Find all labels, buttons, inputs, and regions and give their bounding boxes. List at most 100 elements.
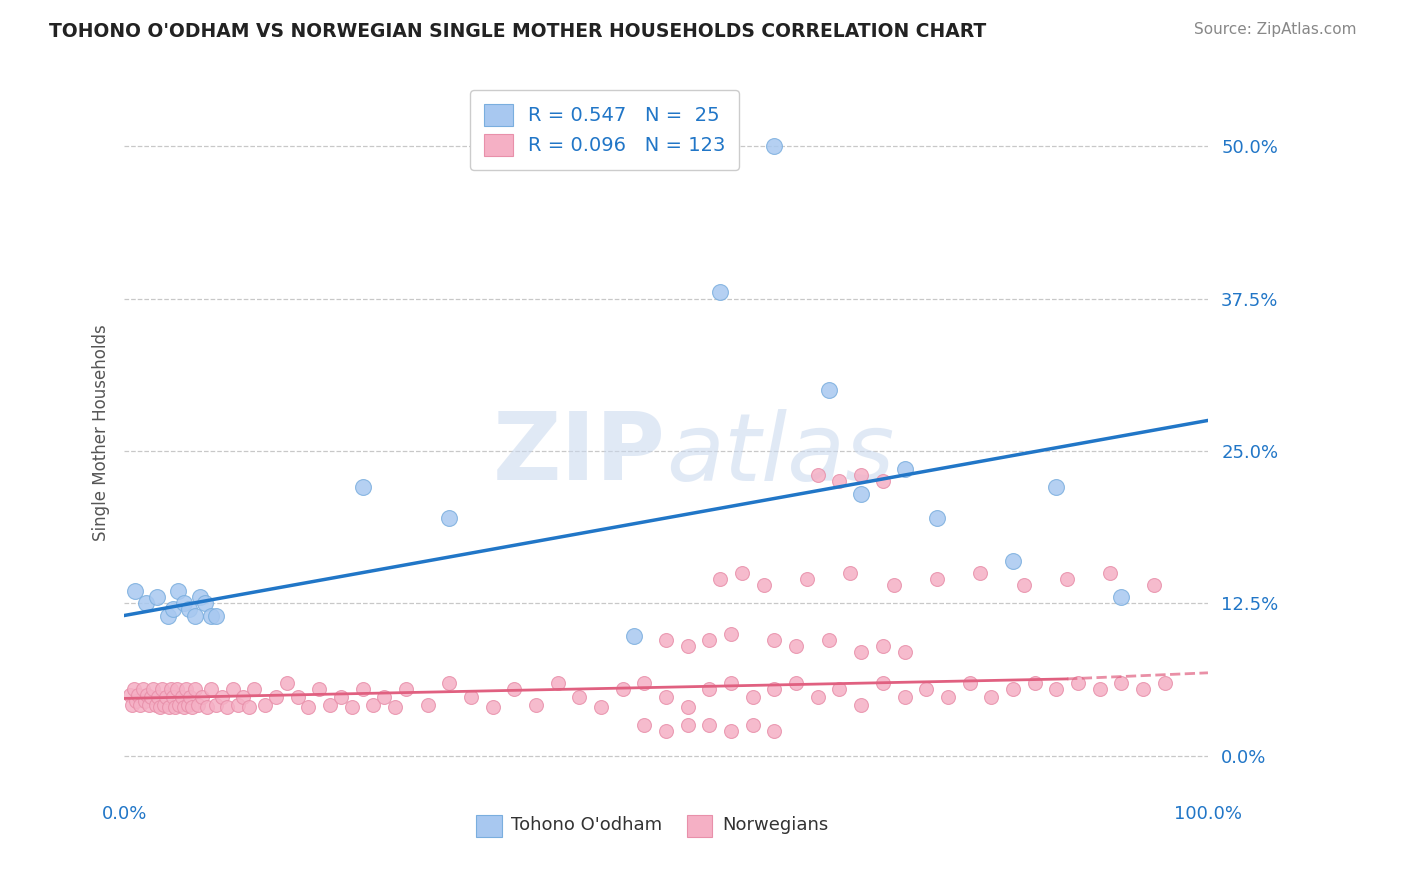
Point [1056,572,1078,586]
Point [149,700,172,714]
Point [807,690,830,705]
Point [330,690,353,705]
Point [720,627,742,641]
Point [752,578,775,592]
Point [205,608,228,623]
Point [162,602,184,616]
Text: atlas: atlas [666,409,894,500]
Point [731,566,754,580]
Point [699,632,721,647]
Point [439,675,461,690]
Point [1001,554,1024,568]
Point [173,700,195,714]
Point [1045,681,1067,696]
Text: Source: ZipAtlas.com: Source: ZipAtlas.com [1194,22,1357,37]
Point [243,681,266,696]
Point [238,700,260,714]
Legend: R = 0.547   N =  25, R = 0.096   N = 123: R = 0.547 N = 25, R = 0.096 N = 123 [470,90,740,169]
Point [524,698,547,712]
Point [872,639,894,653]
Point [828,681,851,696]
Point [319,698,342,712]
Y-axis label: Single Mother Households: Single Mother Households [93,325,110,541]
Point [352,481,374,495]
Point [785,675,807,690]
Point [308,681,330,696]
Point [297,700,319,714]
Point [709,572,731,586]
Point [221,681,243,696]
Point [188,591,211,605]
Point [676,700,699,714]
Point [763,632,786,647]
Point [839,566,862,580]
Point [1143,578,1166,592]
Point [232,690,254,705]
Point [135,596,157,610]
Point [785,639,807,653]
Point [676,718,699,732]
Point [121,698,143,712]
Point [142,681,165,696]
Point [699,681,721,696]
Point [893,462,915,476]
Point [194,596,217,610]
Point [127,688,149,702]
Point [177,698,200,712]
Point [763,139,786,153]
Point [363,698,385,712]
Point [720,675,742,690]
Point [481,700,503,714]
Point [699,718,721,732]
Point [817,383,839,397]
Text: TOHONO O'ODHAM VS NORWEGIAN SINGLE MOTHER HOUSEHOLDS CORRELATION CHART: TOHONO O'ODHAM VS NORWEGIAN SINGLE MOTHE… [49,22,987,41]
Point [146,690,169,705]
Point [872,675,894,690]
Point [205,698,228,712]
Point [849,698,872,712]
Point [439,511,461,525]
Point [828,475,851,489]
Point [179,690,201,705]
Point [373,690,395,705]
Point [623,629,645,643]
Point [1045,481,1067,495]
Point [980,690,1002,705]
Point [131,681,153,696]
Point [796,572,818,586]
Point [915,681,938,696]
Point [633,675,655,690]
Point [155,690,177,705]
Point [150,681,173,696]
Point [925,572,948,586]
Point [460,690,482,705]
Point [162,690,184,705]
Text: ZIP: ZIP [494,409,666,500]
Point [384,700,406,714]
Point [159,681,181,696]
Point [741,690,763,705]
Point [1012,578,1035,592]
Point [1109,591,1132,605]
Point [763,724,786,739]
Point [183,608,205,623]
Point [395,681,418,696]
Point [503,681,526,696]
Point [165,700,187,714]
Point [174,681,197,696]
Point [633,718,655,732]
Point [849,486,872,500]
Point [1024,675,1046,690]
Point [169,698,191,712]
Point [340,700,363,714]
Point [145,591,167,605]
Point [138,698,160,712]
Point [969,566,991,580]
Point [807,468,830,483]
Point [1153,675,1175,690]
Point [211,690,233,705]
Text: Norwegians: Norwegians [723,816,828,834]
Point [122,681,145,696]
Point [1088,681,1111,696]
Point [200,608,222,623]
